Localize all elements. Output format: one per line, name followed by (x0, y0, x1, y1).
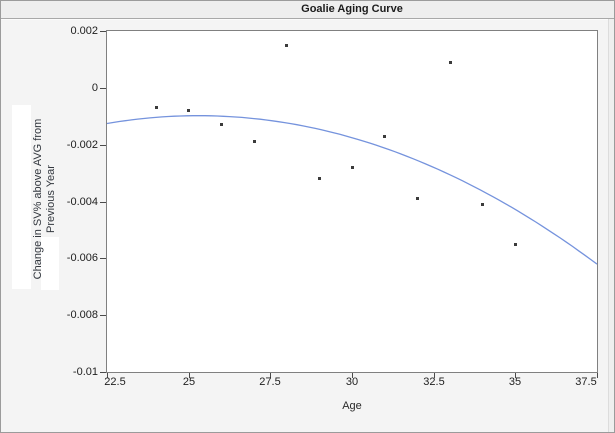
scatter-point[interactable] (285, 43, 289, 47)
scatter-point[interactable] (448, 60, 452, 64)
x-tick-mark (434, 373, 435, 378)
scatter-point[interactable] (154, 106, 158, 110)
y-tick-label: 0 (91, 82, 98, 94)
y-tick-label: -0.006 (66, 252, 98, 264)
scatter-point[interactable] (383, 134, 387, 138)
x-tick-mark (597, 373, 598, 378)
chart-area: Change in SV% above AVG from Previous Ye… (1, 19, 614, 432)
plot-area[interactable] (106, 30, 598, 373)
x-tick-label: 27.5 (259, 376, 281, 388)
scatter-point[interactable] (481, 202, 485, 206)
fit-curve (107, 115, 597, 265)
panel-title-bar: Goalie Aging Curve (1, 1, 614, 19)
chart-title[interactable]: Goalie Aging Curve (301, 3, 403, 15)
x-tick-mark (270, 373, 271, 378)
y-tick-label: -0.008 (66, 309, 98, 321)
x-tick-mark (515, 373, 516, 378)
scatter-point[interactable] (350, 165, 354, 169)
x-axis-title[interactable]: Age (342, 400, 362, 412)
y-tick-mark (100, 145, 106, 146)
y-tick-mark (100, 31, 106, 32)
x-tick-label: 32.5 (423, 376, 445, 388)
right-gutter (608, 19, 614, 432)
scatter-point[interactable] (252, 140, 256, 144)
y-tick-label: -0.004 (66, 196, 98, 208)
scatter-point[interactable] (513, 242, 517, 246)
y-tick-mark (100, 315, 106, 316)
y-tick-mark (100, 372, 106, 373)
x-tick-label: 30 (345, 376, 359, 388)
x-tick-mark (352, 373, 353, 378)
y-tick-label: 0.002 (70, 25, 98, 37)
y-tick-mark (100, 258, 106, 259)
x-tick-mark (107, 373, 108, 378)
y-tick-mark (100, 88, 106, 89)
scatter-point[interactable] (219, 123, 223, 127)
ylabel-highlight-box (41, 237, 59, 290)
ylabel-highlight-box (12, 105, 31, 289)
x-tick-mark (189, 373, 190, 378)
x-tick-label: 22.5 (104, 376, 126, 388)
y-tick-label: -0.002 (66, 139, 98, 151)
scatter-point[interactable] (187, 109, 191, 113)
x-tick-label: 37.5 (575, 376, 597, 388)
scatter-point[interactable] (317, 177, 321, 181)
x-tick-label: 35 (508, 376, 522, 388)
fit-curve-layer (107, 115, 597, 265)
x-tick-label: 25 (182, 376, 196, 388)
scatter-point[interactable] (415, 197, 419, 201)
y-tick-label: -0.01 (72, 366, 98, 378)
y-tick-mark (100, 202, 106, 203)
